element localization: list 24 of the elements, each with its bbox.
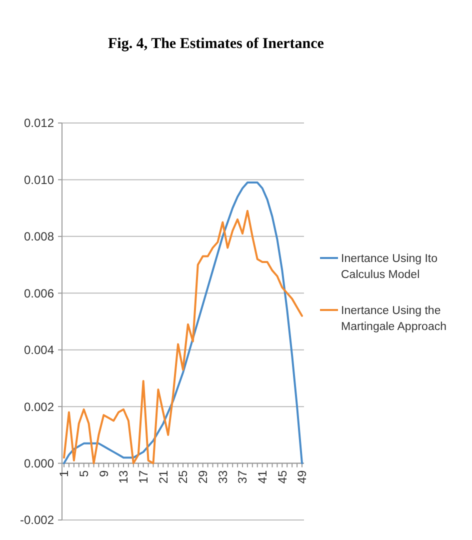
y-tick-label: 0.002 xyxy=(24,400,54,414)
x-tick-label: 5 xyxy=(77,470,92,477)
x-tick-label: 49 xyxy=(295,470,310,484)
x-tick-label: 25 xyxy=(176,470,190,484)
y-tick-label: -0.002 xyxy=(20,513,54,528)
y-tick-label: 0.010 xyxy=(24,172,54,187)
y-tick-label: 0.004 xyxy=(24,343,54,358)
x-tick-label: 45 xyxy=(275,470,290,484)
y-tick-label: 0.000 xyxy=(24,456,54,470)
x-tick-label: 33 xyxy=(216,470,230,484)
x-tick-label: 9 xyxy=(96,470,111,477)
chart-title: Fig. 4, The Estimates of Inertance xyxy=(108,36,324,52)
legend-label: Inertance Using the Martingale Approach xyxy=(341,305,446,334)
x-tick-label: 41 xyxy=(256,470,270,484)
x-tick-label: 37 xyxy=(236,470,250,484)
x-tick-label: 17 xyxy=(136,470,151,484)
x-tick-label: 1 xyxy=(57,470,72,477)
y-tick-label: 0.008 xyxy=(24,230,54,244)
y-tick-label: 0.012 xyxy=(24,116,54,130)
x-tick-label: 13 xyxy=(116,470,131,484)
x-tick-label: 29 xyxy=(196,470,210,484)
y-tick-label: 0.006 xyxy=(24,286,54,300)
x-tick-label: 21 xyxy=(156,470,170,484)
legend-label: Inertance Using Ito Calculus Model xyxy=(341,253,438,282)
